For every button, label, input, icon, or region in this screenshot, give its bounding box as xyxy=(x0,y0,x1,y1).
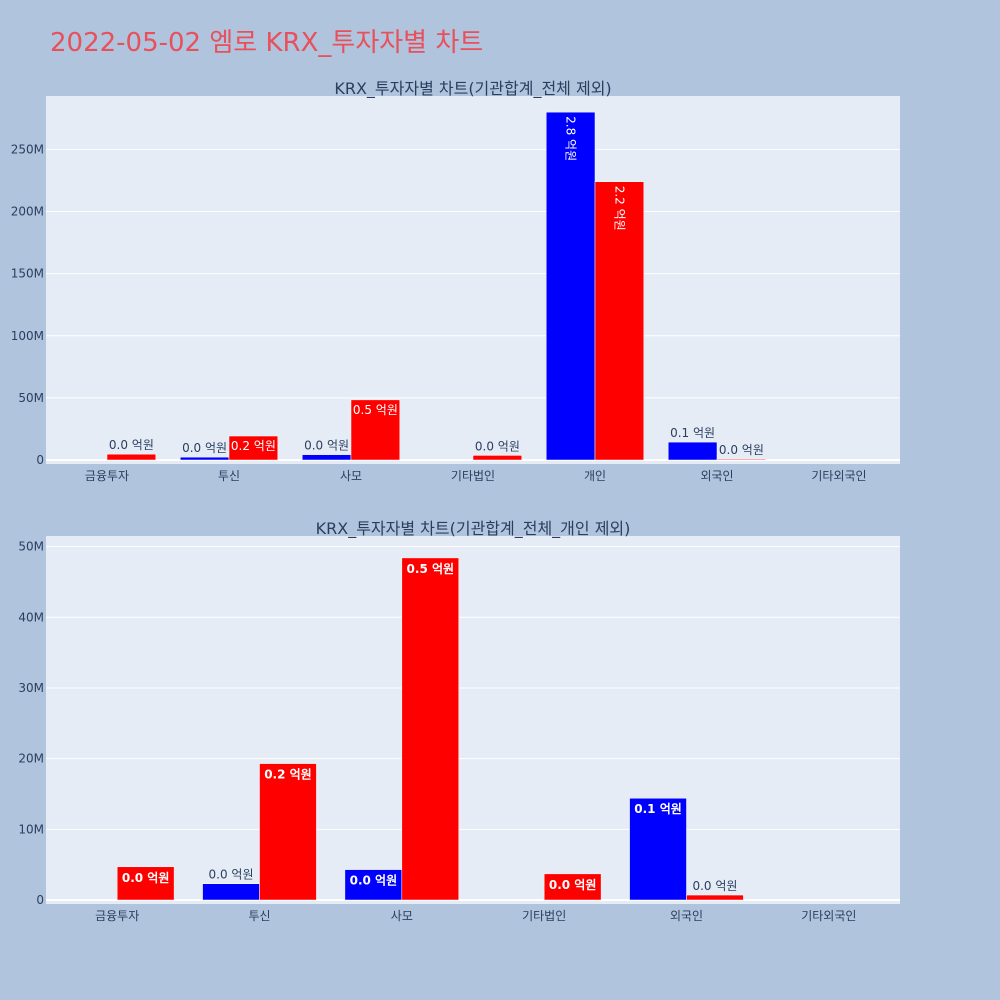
chart2-y-tick-label: 10M xyxy=(18,822,44,836)
chart2-y-tick-label: 50M xyxy=(18,540,44,554)
chart1-bar-label: 2.2 억원 xyxy=(612,186,626,231)
chart1-bar xyxy=(667,441,718,461)
chart1-y-tick-label: 50M xyxy=(18,391,44,405)
page-title: 2022-05-02 엠로 KRX_투자자별 차트 xyxy=(50,28,484,58)
chart1-bar-label: 0.5 억원 xyxy=(353,403,398,417)
chart1-y-tick-label: 150M xyxy=(11,267,44,281)
chart1-y-tick-label: 250M xyxy=(11,142,44,156)
chart1-y-tick-label: 100M xyxy=(11,329,44,343)
chart1-bar-label: 0.1 억원 xyxy=(670,426,715,440)
chart1-bar xyxy=(228,435,279,461)
chart1-x-tick-label: 기타법인 xyxy=(451,469,495,483)
chart1-bar-label: 0.0 억원 xyxy=(719,443,764,457)
chart1-bar xyxy=(106,453,157,461)
chart2-plot-area xyxy=(46,536,900,904)
chart1-bar xyxy=(716,458,767,461)
chart2-x-tick-label: 사모 xyxy=(391,909,413,923)
chart2-bar-label: 0.0 억원 xyxy=(122,871,170,885)
chart2-bar-label: 0.5 억원 xyxy=(407,562,455,576)
chart1-x-tick-label: 기타외국인 xyxy=(811,469,866,483)
chart2-bar-label: 0.2 억원 xyxy=(264,768,312,782)
chart1-bar-label: 2.8 억원 xyxy=(564,116,578,161)
chart2-bar-label: 0.0 억원 xyxy=(549,878,597,892)
chart2-bar xyxy=(629,797,687,901)
chart2-bar xyxy=(259,763,317,901)
chart2-title: KRX_투자자별 차트(기관합계_전체_개인 제외) xyxy=(316,519,631,539)
chart1-bar-label: 0.0 억원 xyxy=(475,439,520,453)
chart2-bar xyxy=(116,866,175,901)
chart1-bar-label: 0.0 억원 xyxy=(109,438,154,452)
chart2-bar xyxy=(344,869,403,901)
chart2-y-tick-label: 40M xyxy=(18,610,44,624)
chart2-y-tick-label: 30M xyxy=(18,681,44,695)
chart1-x-tick-label: 금융투자 xyxy=(85,469,129,483)
chart2-x-tick-label: 금융투자 xyxy=(95,909,139,923)
chart2-bar xyxy=(202,883,260,901)
chart2-bar xyxy=(543,873,602,901)
chart1-x-tick-label: 사모 xyxy=(340,469,362,483)
chart1-y-tick-label: 0 xyxy=(36,453,44,467)
chart1-bar xyxy=(301,454,352,461)
chart2-x-tick-label: 기타법인 xyxy=(522,909,566,923)
chart1-title: KRX_투자자별 차트(기관합계_전체 제외) xyxy=(334,79,611,99)
chart1-bar xyxy=(472,455,523,461)
chart1-x-tick-label: 외국인 xyxy=(700,469,733,483)
chart1-y-tick-label: 200M xyxy=(11,205,44,219)
chart2-bar-label: 0.0 억원 xyxy=(692,879,737,893)
chart2-y-tick-label: 0 xyxy=(36,893,44,907)
chart1-bar-label: 0.0 억원 xyxy=(182,441,227,455)
chart1-bar xyxy=(179,456,230,461)
chart2-bar-label: 0.1 억원 xyxy=(634,802,682,816)
chart1-plot-area xyxy=(46,96,900,464)
chart1-bar-label: 0.2 억원 xyxy=(231,439,276,453)
chart1-bar-label: 0.0 억원 xyxy=(304,439,349,453)
chart2-x-tick-label: 투신 xyxy=(248,909,270,923)
chart1-bar xyxy=(545,111,596,461)
chart2-bar xyxy=(401,557,460,901)
chart1-x-tick-label: 개인 xyxy=(584,469,606,483)
chart2-bar-label: 0.0 억원 xyxy=(350,874,398,888)
chart2-x-tick-label: 외국인 xyxy=(670,909,703,923)
chart1-x-tick-label: 투신 xyxy=(218,469,240,483)
chart2-x-tick-label: 기타외국인 xyxy=(801,909,856,923)
chart2-y-tick-label: 20M xyxy=(18,752,44,766)
chart1-bar xyxy=(350,399,401,461)
chart2-bar xyxy=(686,894,744,901)
chart2-bar-label: 0.0 억원 xyxy=(209,868,254,882)
chart1-bar xyxy=(594,181,645,461)
